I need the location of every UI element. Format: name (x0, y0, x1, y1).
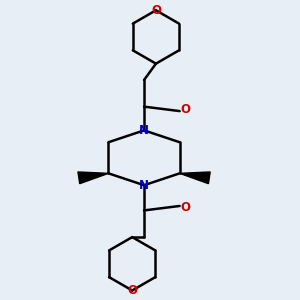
Text: O: O (181, 201, 190, 214)
Polygon shape (78, 172, 109, 184)
Text: O: O (181, 103, 190, 116)
Text: N: N (139, 179, 149, 192)
Text: O: O (151, 4, 161, 17)
Text: N: N (139, 124, 149, 137)
Text: O: O (127, 284, 137, 297)
Polygon shape (180, 172, 210, 184)
